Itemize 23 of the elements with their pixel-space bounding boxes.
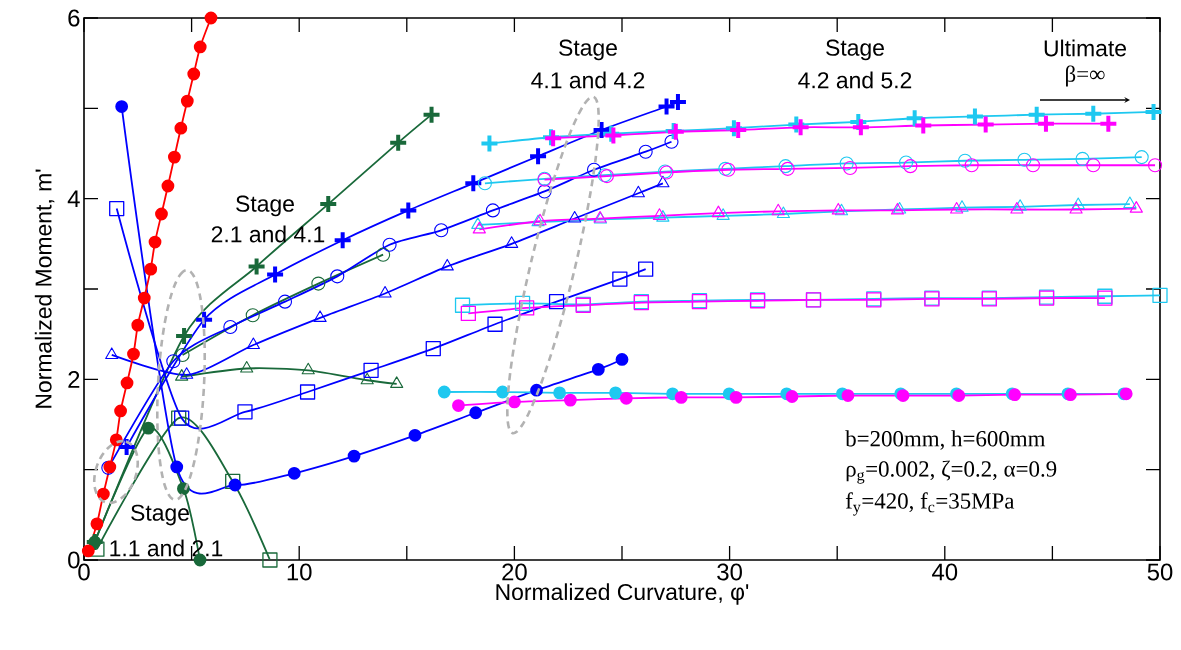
annotation: 4.2 and 5.2 [798,71,912,89]
x-tick-label: 20 [502,563,527,581]
annotation: Ultimate [1044,39,1126,57]
annotation: Stage [826,39,884,61]
x-tick-label: 30 [717,563,742,581]
y-axis-title: Normalized Moment, m' [34,169,55,408]
x-tick-label: 50 [1147,563,1173,581]
y-tick-label: 6 [68,9,80,27]
annotation: f$_{y}$=420, f$_{c}$=35MPa [845,492,1015,516]
annotation: β=∞ [1066,65,1105,87]
annotation: b=200mm, h=600mm [845,430,1046,450]
x-tick-label: 10 [287,563,312,581]
y-tick-label: 0 [68,551,80,569]
x-tick-label: 40 [932,563,958,581]
annotation: Stage [559,39,617,61]
x-axis-title: Normalized Curvature, φ' [496,583,749,605]
y-tick-label: 2 [68,370,80,388]
annotation: Stage [236,195,294,217]
annotation: 2.1 and 4.1 [211,225,325,243]
annotation: ρ$_{g}$=0.002, ζ=0.2, α=0.9 [846,460,1057,484]
y-tick-label: 4 [67,190,80,207]
annotation: Stage [131,504,189,526]
annotation: 4.1 and 4.2 [531,71,645,89]
